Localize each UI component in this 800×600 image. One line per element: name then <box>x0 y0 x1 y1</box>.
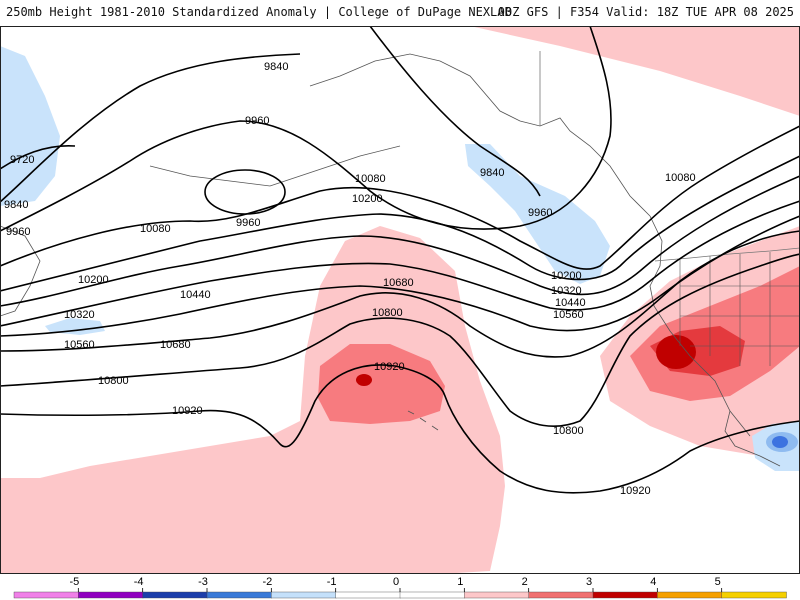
header-bar: 250mb Height 1981-2010 Standardized Anom… <box>0 0 800 27</box>
label-10920-west: 10920 <box>172 405 203 417</box>
colorbar-tick-label: 4 <box>650 576 656 588</box>
colorbar-swatches <box>13 591 787 599</box>
anomaly-neg1-gulf <box>465 144 610 284</box>
label-10080-east: 10080 <box>665 172 696 184</box>
label-10320-west: 10320 <box>64 309 95 321</box>
asia-coast <box>0 225 41 317</box>
colorbar-swatch <box>464 591 530 599</box>
contour-10320 <box>0 175 800 307</box>
label-9720: 9720 <box>10 154 34 166</box>
us-state-grid <box>679 252 800 366</box>
label-10560-west: 10560 <box>64 339 95 351</box>
label-10080-central: 10080 <box>355 173 386 185</box>
contour-10080 <box>0 125 800 270</box>
label-10560-east: 10560 <box>553 309 584 321</box>
colorbar-swatch <box>206 591 273 599</box>
contour-9720 <box>0 145 76 170</box>
anomaly-pos1-central <box>0 226 505 574</box>
label-9840-north: 9840 <box>264 61 288 73</box>
anomaly-pos1-northeast <box>470 26 800 116</box>
colorbar-tick-label: -1 <box>327 576 337 588</box>
contour-9840-east <box>369 26 541 197</box>
positive-anomaly-shading <box>0 26 800 574</box>
label-9840-west: 9840 <box>4 199 28 211</box>
label-9960-gulf: 9960 <box>528 207 552 219</box>
label-10920-central: 10920 <box>374 361 405 373</box>
map-title: 250mb Height 1981-2010 Standardized Anom… <box>6 5 512 19</box>
label-10200-central: 10200 <box>352 193 383 205</box>
label-10080-west: 10080 <box>140 223 171 235</box>
contour-10680 <box>0 230 800 358</box>
contour-10200 <box>0 155 800 292</box>
colorbar-swatch <box>721 591 787 599</box>
colorbar-swatch <box>271 591 337 599</box>
contour-10920 <box>0 364 800 494</box>
colorbar-swatch <box>592 591 659 599</box>
contour-10440 <box>0 200 800 327</box>
colorbar-swatch <box>335 591 401 599</box>
label-10800-west: 10800 <box>98 375 129 387</box>
mexico-coast <box>724 410 781 467</box>
label-10800-east: 10800 <box>553 425 584 437</box>
label-10440-west: 10440 <box>180 289 211 301</box>
contour-9960-west <box>0 26 612 232</box>
label-9960-closed: 9960 <box>236 217 260 229</box>
colorbar-tick-label: 0 <box>393 576 399 588</box>
colorbar-swatch <box>78 591 144 599</box>
anomaly-pos4-east <box>656 335 696 369</box>
label-10200-west: 10200 <box>78 274 109 286</box>
anomaly-pos2-central <box>318 344 445 424</box>
alaska-coast <box>309 53 651 217</box>
colorbar-tick-label: -3 <box>198 576 208 588</box>
anomaly-neg1-northwest <box>0 46 60 206</box>
anomaly-pos4-central <box>356 374 372 386</box>
label-10440-east: 10440 <box>555 297 586 309</box>
label-9840-gulf: 9840 <box>480 167 504 179</box>
colorbar-swatch <box>13 591 80 599</box>
negative-anomaly-shading <box>0 46 800 471</box>
label-10680-west: 10680 <box>160 339 191 351</box>
anomaly-neg1-west-small <box>45 318 105 335</box>
colorbar-swatch <box>528 591 594 599</box>
height-contours <box>0 26 800 494</box>
colorbar: -5 -4 -3 -2 -1 0 1 2 3 4 5 <box>0 574 800 600</box>
colorbar-tick-label: -5 <box>69 576 79 588</box>
label-9960-north: 9960 <box>245 115 269 127</box>
colorbar-tick-label: 1 <box>457 576 463 588</box>
colorbar-swatch <box>657 591 723 599</box>
colorbar-ticks: -5 -4 -3 -2 -1 0 1 2 3 4 5 <box>69 576 723 592</box>
label-10920-east: 10920 <box>620 485 651 497</box>
colorbar-tick-label: 3 <box>586 576 592 588</box>
colorbar-tick-label: 2 <box>522 576 528 588</box>
contour-9840-west <box>0 53 301 203</box>
colorbar-tick-label: -4 <box>134 576 144 588</box>
label-9960-west: 9960 <box>6 226 30 238</box>
model-run-info: 00Z GFS | F354 Valid: 18Z TUE APR 08 202… <box>497 5 794 19</box>
hawaii-islands <box>407 410 439 431</box>
contour-label-group: 9720 9840 9840 9840 9960 9960 9960 9960 … <box>4 61 696 497</box>
anomaly-map: 9720 9840 9840 9840 9960 9960 9960 9960 … <box>0 26 800 574</box>
contour-10800-west <box>0 253 800 427</box>
colorbar-tick-label: 5 <box>715 576 721 588</box>
label-10200-east: 10200 <box>551 270 582 282</box>
colorbar-tick-label: -2 <box>262 576 272 588</box>
colorbar-swatch <box>399 591 466 599</box>
label-10320-east: 10320 <box>551 285 582 297</box>
label-10800-central: 10800 <box>372 307 403 319</box>
coastlines <box>0 51 800 467</box>
aleutian-chain <box>149 145 401 187</box>
us-state-lines <box>679 252 800 366</box>
colorbar-swatch <box>142 591 208 599</box>
anomaly-neg3-southeast <box>772 436 788 448</box>
label-10680-central: 10680 <box>383 277 414 289</box>
